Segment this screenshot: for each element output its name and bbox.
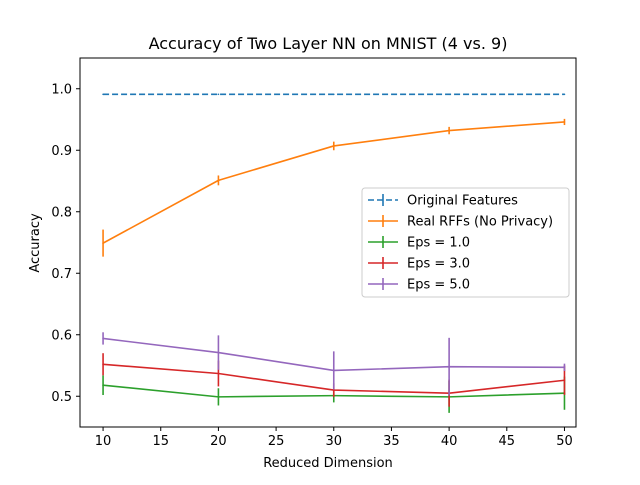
legend-label: Eps = 3.0 [407, 257, 470, 272]
legend: Original Features Real RFFs (No Privacy) E… [361, 187, 570, 298]
data-point [217, 372, 220, 375]
x-tick-label: 40 [441, 434, 458, 449]
legend-box [361, 187, 570, 298]
legend-entry: Eps = 3.0 [368, 257, 470, 272]
data-point [102, 93, 104, 96]
chart-title: Accuracy of Two Layer NN on MNIST (4 vs.… [149, 34, 508, 53]
data-point [332, 93, 335, 96]
data-point [563, 93, 566, 96]
data-point [448, 93, 450, 96]
data-point [448, 365, 450, 368]
x-tick-label: 50 [556, 434, 573, 449]
y-tick-label: 0.6 [51, 328, 72, 343]
legend-entry: Eps = 1.0 [368, 236, 470, 251]
legend-entry: Eps = 5.0 [368, 278, 470, 293]
series-1 [102, 118, 566, 257]
legend-entry: Original Features [368, 194, 518, 209]
data-point [217, 351, 220, 354]
plot-area: 10 15 20 25 30 35 40 45 50 0.5 0.6 0.7 0.8 0.9 1.0 [51, 57, 577, 449]
data-point [332, 145, 335, 147]
y-tick-label: 1.0 [51, 82, 72, 97]
x-tick-label: 10 [95, 434, 112, 449]
x-axis-label: Reduced Dimension [263, 456, 393, 471]
series-0 [102, 93, 566, 96]
data-point [217, 179, 220, 182]
data-point [332, 389, 335, 391]
y-tick-label: 0.5 [51, 390, 72, 405]
series-4 [102, 332, 566, 396]
data-point [102, 242, 104, 244]
data-point [448, 129, 450, 132]
data-point [563, 379, 566, 382]
axes-frame [79, 57, 577, 428]
legend-label: Original Features [407, 194, 518, 209]
data-point [102, 384, 104, 386]
data-point [217, 93, 220, 96]
legend-label: Eps = 5.0 [407, 278, 470, 293]
y-axis-label: Accuracy [28, 213, 43, 273]
x-tick-label: 15 [152, 434, 169, 449]
x-tick-label: 20 [210, 434, 227, 449]
data-point [563, 121, 566, 123]
x-tick-label: 35 [383, 434, 400, 449]
legend-entry: Real RFFs (No Privacy) [368, 215, 553, 230]
data-point [563, 366, 566, 369]
data-point [102, 337, 104, 340]
legend-label: Eps = 1.0 [407, 236, 470, 251]
data-point [332, 369, 335, 372]
data-point [102, 363, 104, 366]
x-tick-label: 30 [325, 434, 342, 449]
y-tick-label: 0.9 [51, 144, 72, 159]
legend-label: Real RFFs (No Privacy) [407, 215, 553, 230]
y-tick-label: 0.7 [51, 267, 72, 282]
x-tick-label: 25 [268, 434, 285, 449]
data-point [217, 396, 220, 398]
x-tick-label: 45 [499, 434, 516, 449]
y-tick-label: 0.8 [51, 205, 72, 220]
